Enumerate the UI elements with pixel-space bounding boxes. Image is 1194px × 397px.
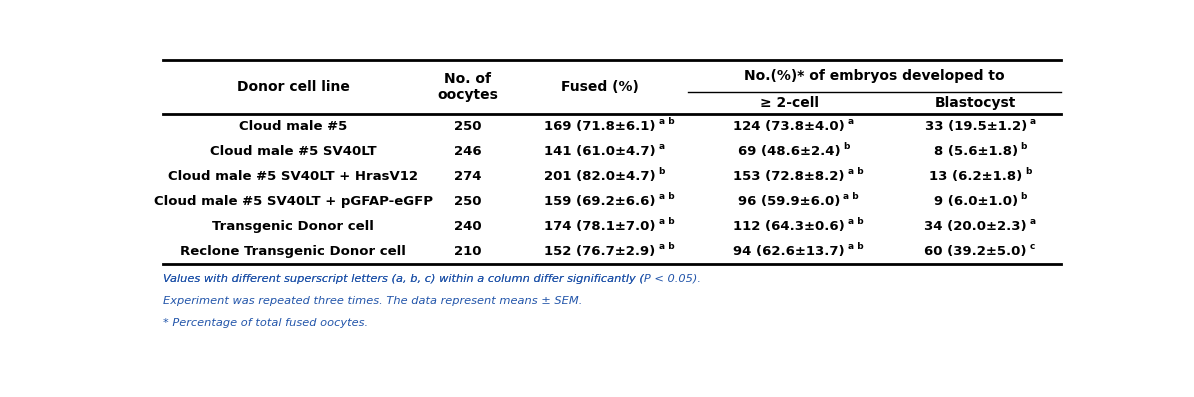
Text: 8 (5.6±1.8): 8 (5.6±1.8) <box>934 145 1017 158</box>
Text: Transgenic Donor cell: Transgenic Donor cell <box>213 220 374 233</box>
Text: 94 (62.6±13.7): 94 (62.6±13.7) <box>733 245 845 258</box>
Text: 153 (72.8±8.2): 153 (72.8±8.2) <box>733 170 845 183</box>
Text: 174 (78.1±7.0): 174 (78.1±7.0) <box>544 220 656 233</box>
Text: b: b <box>1026 167 1032 175</box>
Text: 250: 250 <box>454 195 481 208</box>
Text: a b: a b <box>659 242 675 251</box>
Text: 274: 274 <box>454 170 481 183</box>
Text: 13 (6.2±1.8): 13 (6.2±1.8) <box>929 170 1022 183</box>
Text: Blastocyst: Blastocyst <box>935 96 1016 110</box>
Text: b: b <box>659 167 665 175</box>
Text: Reclone Transgenic Donor cell: Reclone Transgenic Donor cell <box>180 245 406 258</box>
Text: Values with different superscript letters (a, b, c) within a column differ signi: Values with different superscript letter… <box>164 274 644 283</box>
Text: 34 (20.0±2.3): 34 (20.0±2.3) <box>924 220 1027 233</box>
Text: Cloud male #5 SV40LT + HrasV12: Cloud male #5 SV40LT + HrasV12 <box>168 170 418 183</box>
Text: 240: 240 <box>454 220 481 233</box>
Text: Donor cell line: Donor cell line <box>236 80 350 94</box>
Text: 112 (64.3±0.6): 112 (64.3±0.6) <box>733 220 845 233</box>
Text: 159 (69.2±6.6): 159 (69.2±6.6) <box>544 195 656 208</box>
Text: a b: a b <box>659 116 675 125</box>
Text: a: a <box>659 142 665 150</box>
Text: c: c <box>1029 242 1035 251</box>
Text: 169 (71.8±6.1): 169 (71.8±6.1) <box>544 120 656 133</box>
Text: 9 (6.0±1.0): 9 (6.0±1.0) <box>934 195 1017 208</box>
Text: * Percentage of total fused oocytes.: * Percentage of total fused oocytes. <box>164 318 368 328</box>
Text: 33 (19.5±1.2): 33 (19.5±1.2) <box>924 120 1027 133</box>
Text: 96 (59.9±6.0): 96 (59.9±6.0) <box>738 195 841 208</box>
Text: b: b <box>1021 192 1027 201</box>
Text: a b: a b <box>659 217 675 226</box>
Text: a b: a b <box>659 192 675 201</box>
Text: 246: 246 <box>454 145 481 158</box>
Text: a: a <box>1029 116 1035 125</box>
Text: 250: 250 <box>454 120 481 133</box>
Text: 124 (73.8±4.0): 124 (73.8±4.0) <box>733 120 845 133</box>
Text: No.(%)* of embryos developed to: No.(%)* of embryos developed to <box>744 69 1004 83</box>
Text: 60 (39.2±5.0): 60 (39.2±5.0) <box>924 245 1027 258</box>
Text: Cloud male #5: Cloud male #5 <box>239 120 347 133</box>
Text: a b: a b <box>848 242 863 251</box>
Text: a: a <box>848 116 854 125</box>
Text: 69 (48.6±2.4): 69 (48.6±2.4) <box>738 145 841 158</box>
Text: b: b <box>843 142 850 150</box>
Text: a b: a b <box>848 217 863 226</box>
Text: b: b <box>1021 142 1027 150</box>
Text: ≥ 2-cell: ≥ 2-cell <box>759 96 819 110</box>
Text: Fused (%): Fused (%) <box>561 80 639 94</box>
Text: 141 (61.0±4.7): 141 (61.0±4.7) <box>544 145 656 158</box>
Text: 210: 210 <box>454 245 481 258</box>
Text: Cloud male #5 SV40LT: Cloud male #5 SV40LT <box>210 145 376 158</box>
Text: 201 (82.0±4.7): 201 (82.0±4.7) <box>544 170 656 183</box>
Text: 152 (76.7±2.9): 152 (76.7±2.9) <box>544 245 656 258</box>
Text: No. of
oocytes: No. of oocytes <box>437 72 498 102</box>
Text: a: a <box>1029 217 1036 226</box>
Text: a b: a b <box>843 192 858 201</box>
Text: Experiment was repeated three times. The data represent means ± SEM.: Experiment was repeated three times. The… <box>164 295 583 306</box>
Text: Cloud male #5 SV40LT + pGFAP-eGFP: Cloud male #5 SV40LT + pGFAP-eGFP <box>154 195 432 208</box>
Text: Values with different superscript letters (a, b, c) within a column differ signi: Values with different superscript letter… <box>164 274 701 283</box>
Text: a b: a b <box>848 167 863 175</box>
